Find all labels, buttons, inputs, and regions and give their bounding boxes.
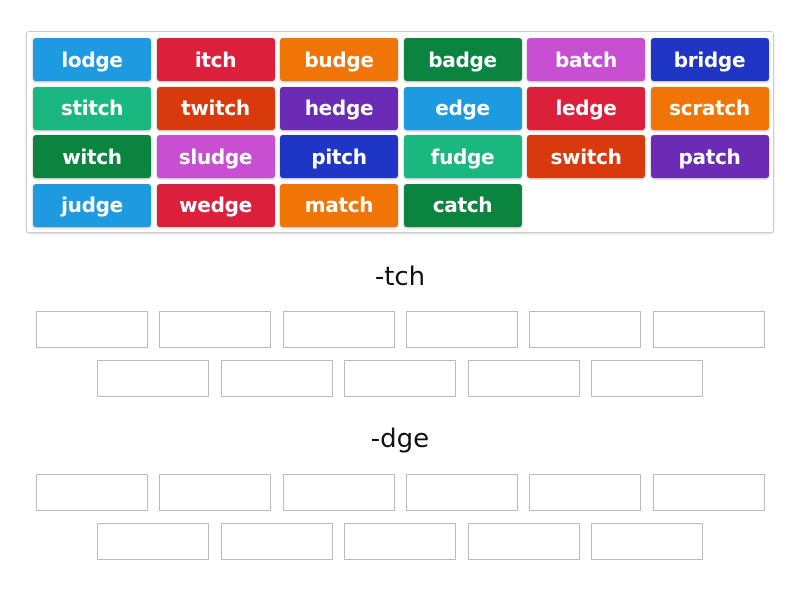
word-tile-witch[interactable]: witch xyxy=(33,135,151,178)
drop-slot[interactable] xyxy=(36,474,148,511)
word-tile-switch[interactable]: switch xyxy=(527,135,645,178)
drop-slot[interactable] xyxy=(652,474,765,511)
drop-slot[interactable] xyxy=(159,311,272,348)
word-tile-hedge[interactable]: hedge xyxy=(280,86,398,130)
word-tile-patch[interactable]: patch xyxy=(650,135,769,178)
drop-slot[interactable] xyxy=(159,474,272,511)
word-tile-twitch[interactable]: twitch xyxy=(156,86,275,130)
drop-slot[interactable] xyxy=(529,474,642,511)
word-tile-itch[interactable]: itch xyxy=(156,38,275,81)
drop-slot[interactable] xyxy=(220,360,333,397)
drop-slot[interactable] xyxy=(344,523,456,560)
drop-slot[interactable] xyxy=(220,523,333,560)
drop-slot[interactable] xyxy=(405,474,518,511)
drop-slot[interactable] xyxy=(282,311,395,348)
word-tile-catch[interactable]: catch xyxy=(403,183,522,227)
drop-slot[interactable] xyxy=(405,311,518,348)
drop-slot[interactable] xyxy=(529,311,642,348)
word-tile-bridge[interactable]: bridge xyxy=(650,38,769,81)
word-tile-pitch[interactable]: pitch xyxy=(280,135,398,178)
group-title-tch: -tch xyxy=(374,262,426,292)
word-tile-edge[interactable]: edge xyxy=(403,86,522,130)
word-tile-match[interactable]: match xyxy=(280,183,398,227)
group-title-dge: -dge xyxy=(370,424,430,454)
word-tile-badge[interactable]: badge xyxy=(403,38,522,81)
word-tile-wedge[interactable]: wedge xyxy=(156,183,275,227)
drop-slot[interactable] xyxy=(652,311,765,348)
word-tile-tray: lodge itch budge badge batch bridge stitch twit… xyxy=(26,31,774,233)
word-tile-sludge[interactable]: sludge xyxy=(156,135,275,178)
drop-slot[interactable] xyxy=(97,360,209,397)
word-tile-ledge[interactable]: ledge xyxy=(527,86,645,130)
word-tile-scratch[interactable]: scratch xyxy=(650,86,769,130)
word-tile-lodge[interactable]: lodge xyxy=(33,38,151,81)
drop-slot[interactable] xyxy=(97,523,209,560)
drop-slot[interactable] xyxy=(344,360,456,397)
drop-slot[interactable] xyxy=(282,474,395,511)
word-tile-batch[interactable]: batch xyxy=(527,38,645,81)
drop-slot[interactable] xyxy=(467,360,580,397)
drop-slot[interactable] xyxy=(591,360,703,397)
drop-slot[interactable] xyxy=(467,523,580,560)
drop-slot[interactable] xyxy=(591,523,703,560)
word-tile-judge[interactable]: judge xyxy=(33,183,151,227)
word-tile-stitch[interactable]: stitch xyxy=(33,86,151,130)
word-tile-budge[interactable]: budge xyxy=(280,38,398,81)
drop-slot[interactable] xyxy=(36,311,148,348)
word-tile-fudge[interactable]: fudge xyxy=(403,135,522,178)
